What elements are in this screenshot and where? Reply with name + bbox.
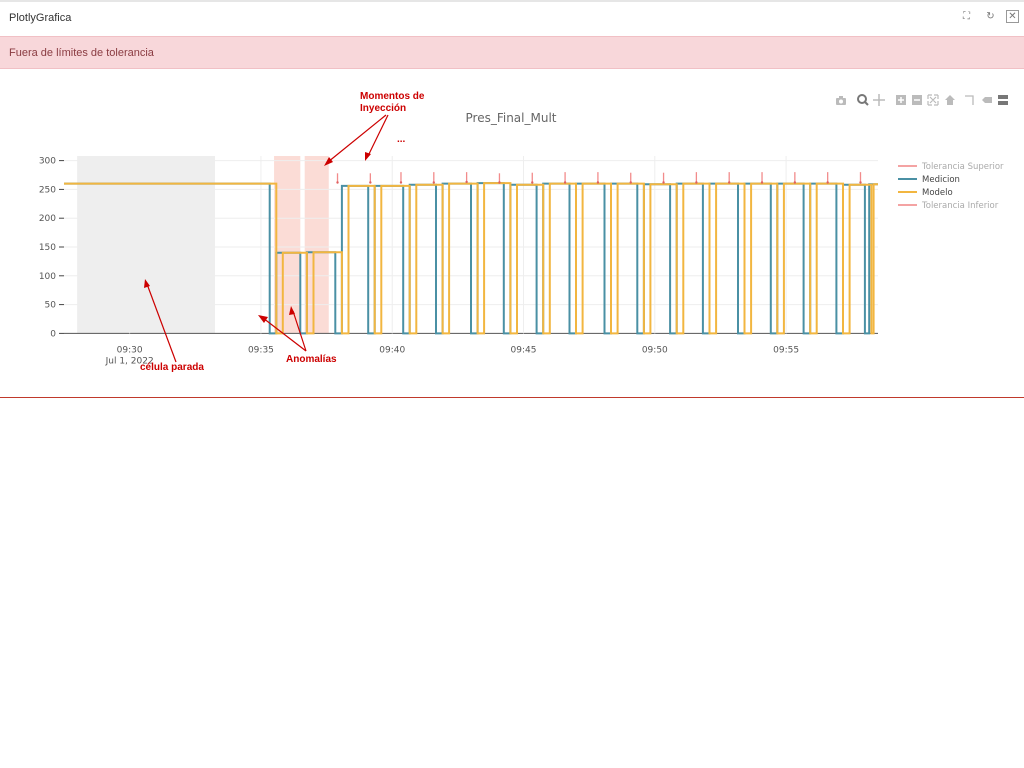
x-tick-label-2: 09:40 — [379, 345, 405, 355]
injection-dot-0 — [336, 181, 339, 184]
legend-label-0: Tolerancia Superior — [921, 162, 1004, 172]
y-tick-label-300: 300 — [39, 157, 56, 167]
injection-dot-3 — [432, 181, 436, 184]
annotations: Momentos de Inyección ... célula parada … — [140, 91, 425, 373]
plot-series — [64, 182, 878, 335]
injection-dot-4 — [465, 180, 468, 184]
legend-label-2: Modelo — [922, 188, 953, 198]
fullscreen-icon[interactable]: ⛶ — [963, 11, 970, 22]
anomaly-arrowhead-1 — [258, 315, 268, 323]
stopped-arrow — [146, 283, 177, 363]
zoom-icon[interactable] — [857, 94, 869, 106]
y-tick-label-200: 200 — [39, 214, 56, 224]
shaded-region-1 — [274, 156, 301, 334]
zoom-out-icon[interactable] — [912, 95, 922, 105]
injection-ellipsis: ... — [397, 134, 406, 145]
injection-dot-1 — [369, 181, 372, 184]
injection-dot-15 — [826, 181, 829, 184]
refresh-icon[interactable]: ↻ — [986, 11, 995, 22]
spike-lines-icon[interactable] — [965, 95, 974, 105]
y-tick-label-0: 0 — [50, 329, 56, 339]
anomaly-arrow-2 — [292, 310, 307, 352]
autoscale-icon[interactable] — [927, 94, 939, 106]
injection-arrowhead-2 — [365, 152, 371, 161]
anomaly-arrow-1 — [262, 317, 307, 352]
y-tick-label-100: 100 — [39, 272, 56, 282]
legend-label-1: Medicion — [922, 175, 960, 185]
injection-dot-12 — [728, 181, 731, 184]
legend-label-3: Tolerancia Inferior — [921, 201, 999, 211]
injection-dot-14 — [793, 181, 797, 184]
close-icon[interactable]: ✕ — [1006, 10, 1019, 23]
x-tick-label-1: 09:35 — [248, 345, 274, 355]
injection-dot-9 — [629, 181, 632, 184]
shaded-region-0 — [77, 156, 215, 334]
stopped-cell-label: célula parada — [140, 362, 204, 373]
injection-spikes — [336, 172, 862, 184]
injection-dot-16 — [859, 181, 862, 184]
injection-dot-7 — [563, 181, 567, 184]
hover-compare-icon[interactable] — [998, 95, 1008, 105]
shaded-regions — [77, 156, 329, 334]
modebar — [836, 94, 1008, 106]
injection-dot-11 — [695, 181, 698, 184]
anomalies-label: Anomalías — [286, 354, 337, 365]
hover-closest-icon[interactable] — [982, 97, 992, 103]
x-tick-label-5: 09:55 — [773, 345, 799, 355]
plotly-panel: PlotlyGrafica ⛶ ↻ ✕ Fuera de límites de … — [0, 0, 1024, 398]
series-line-modelo — [64, 182, 878, 335]
x-tick-label-3: 09:45 — [511, 345, 537, 355]
stopped-arrowhead — [144, 279, 150, 288]
injection-dot-6 — [531, 181, 534, 184]
injection-dot-8 — [596, 181, 600, 184]
injection-label-line1: Momentos de — [360, 91, 425, 102]
alert-message: Fuera de límites de tolerancia — [9, 47, 154, 59]
annotation-arrows — [144, 114, 389, 363]
injection-arrow-2 — [367, 114, 389, 157]
chart-title: Pres_Final_Mult — [466, 111, 557, 125]
pan-icon[interactable] — [873, 94, 885, 106]
plotly-chart[interactable]: Pres_Final_Mult 0 50 100 150 200 250 300 09:30… — [0, 70, 1024, 390]
injection-dot-13 — [760, 181, 764, 184]
y-tick-label-150: 150 — [39, 243, 56, 253]
anomaly-arrowhead-2 — [289, 306, 295, 315]
shaded-region-2 — [304, 156, 329, 334]
injection-arrow-1 — [327, 114, 387, 163]
reset-axes-icon[interactable] — [945, 95, 955, 105]
y-tick-label-250: 250 — [39, 185, 56, 195]
zoom-in-icon[interactable] — [896, 95, 906, 105]
tolerance-alert: Fuera de límites de tolerancia — [0, 36, 1024, 69]
injection-dot-5 — [498, 181, 501, 184]
camera-icon[interactable] — [836, 96, 846, 105]
y-tick-label-50: 50 — [45, 301, 57, 311]
x-tick-sublabel-0: Jul 1, 2022 — [105, 356, 154, 366]
injection-arrowhead-1 — [324, 157, 333, 166]
x-tick-label-4: 09:50 — [642, 345, 668, 355]
chart-legend: Tolerancia Superior Medicion Modelo Toleran… — [898, 162, 1004, 211]
y-axis: 0 50 100 150 200 250 300 — [39, 157, 64, 339]
panel-title: PlotlyGrafica — [9, 12, 72, 24]
x-tick-label-0: 09:30 — [117, 345, 143, 355]
injection-dot-2 — [399, 181, 403, 184]
panel-titlebar: PlotlyGrafica ⛶ ↻ ✕ — [0, 0, 1024, 36]
injection-dot-10 — [662, 181, 665, 184]
injection-label-line2: Inyección — [360, 103, 406, 114]
